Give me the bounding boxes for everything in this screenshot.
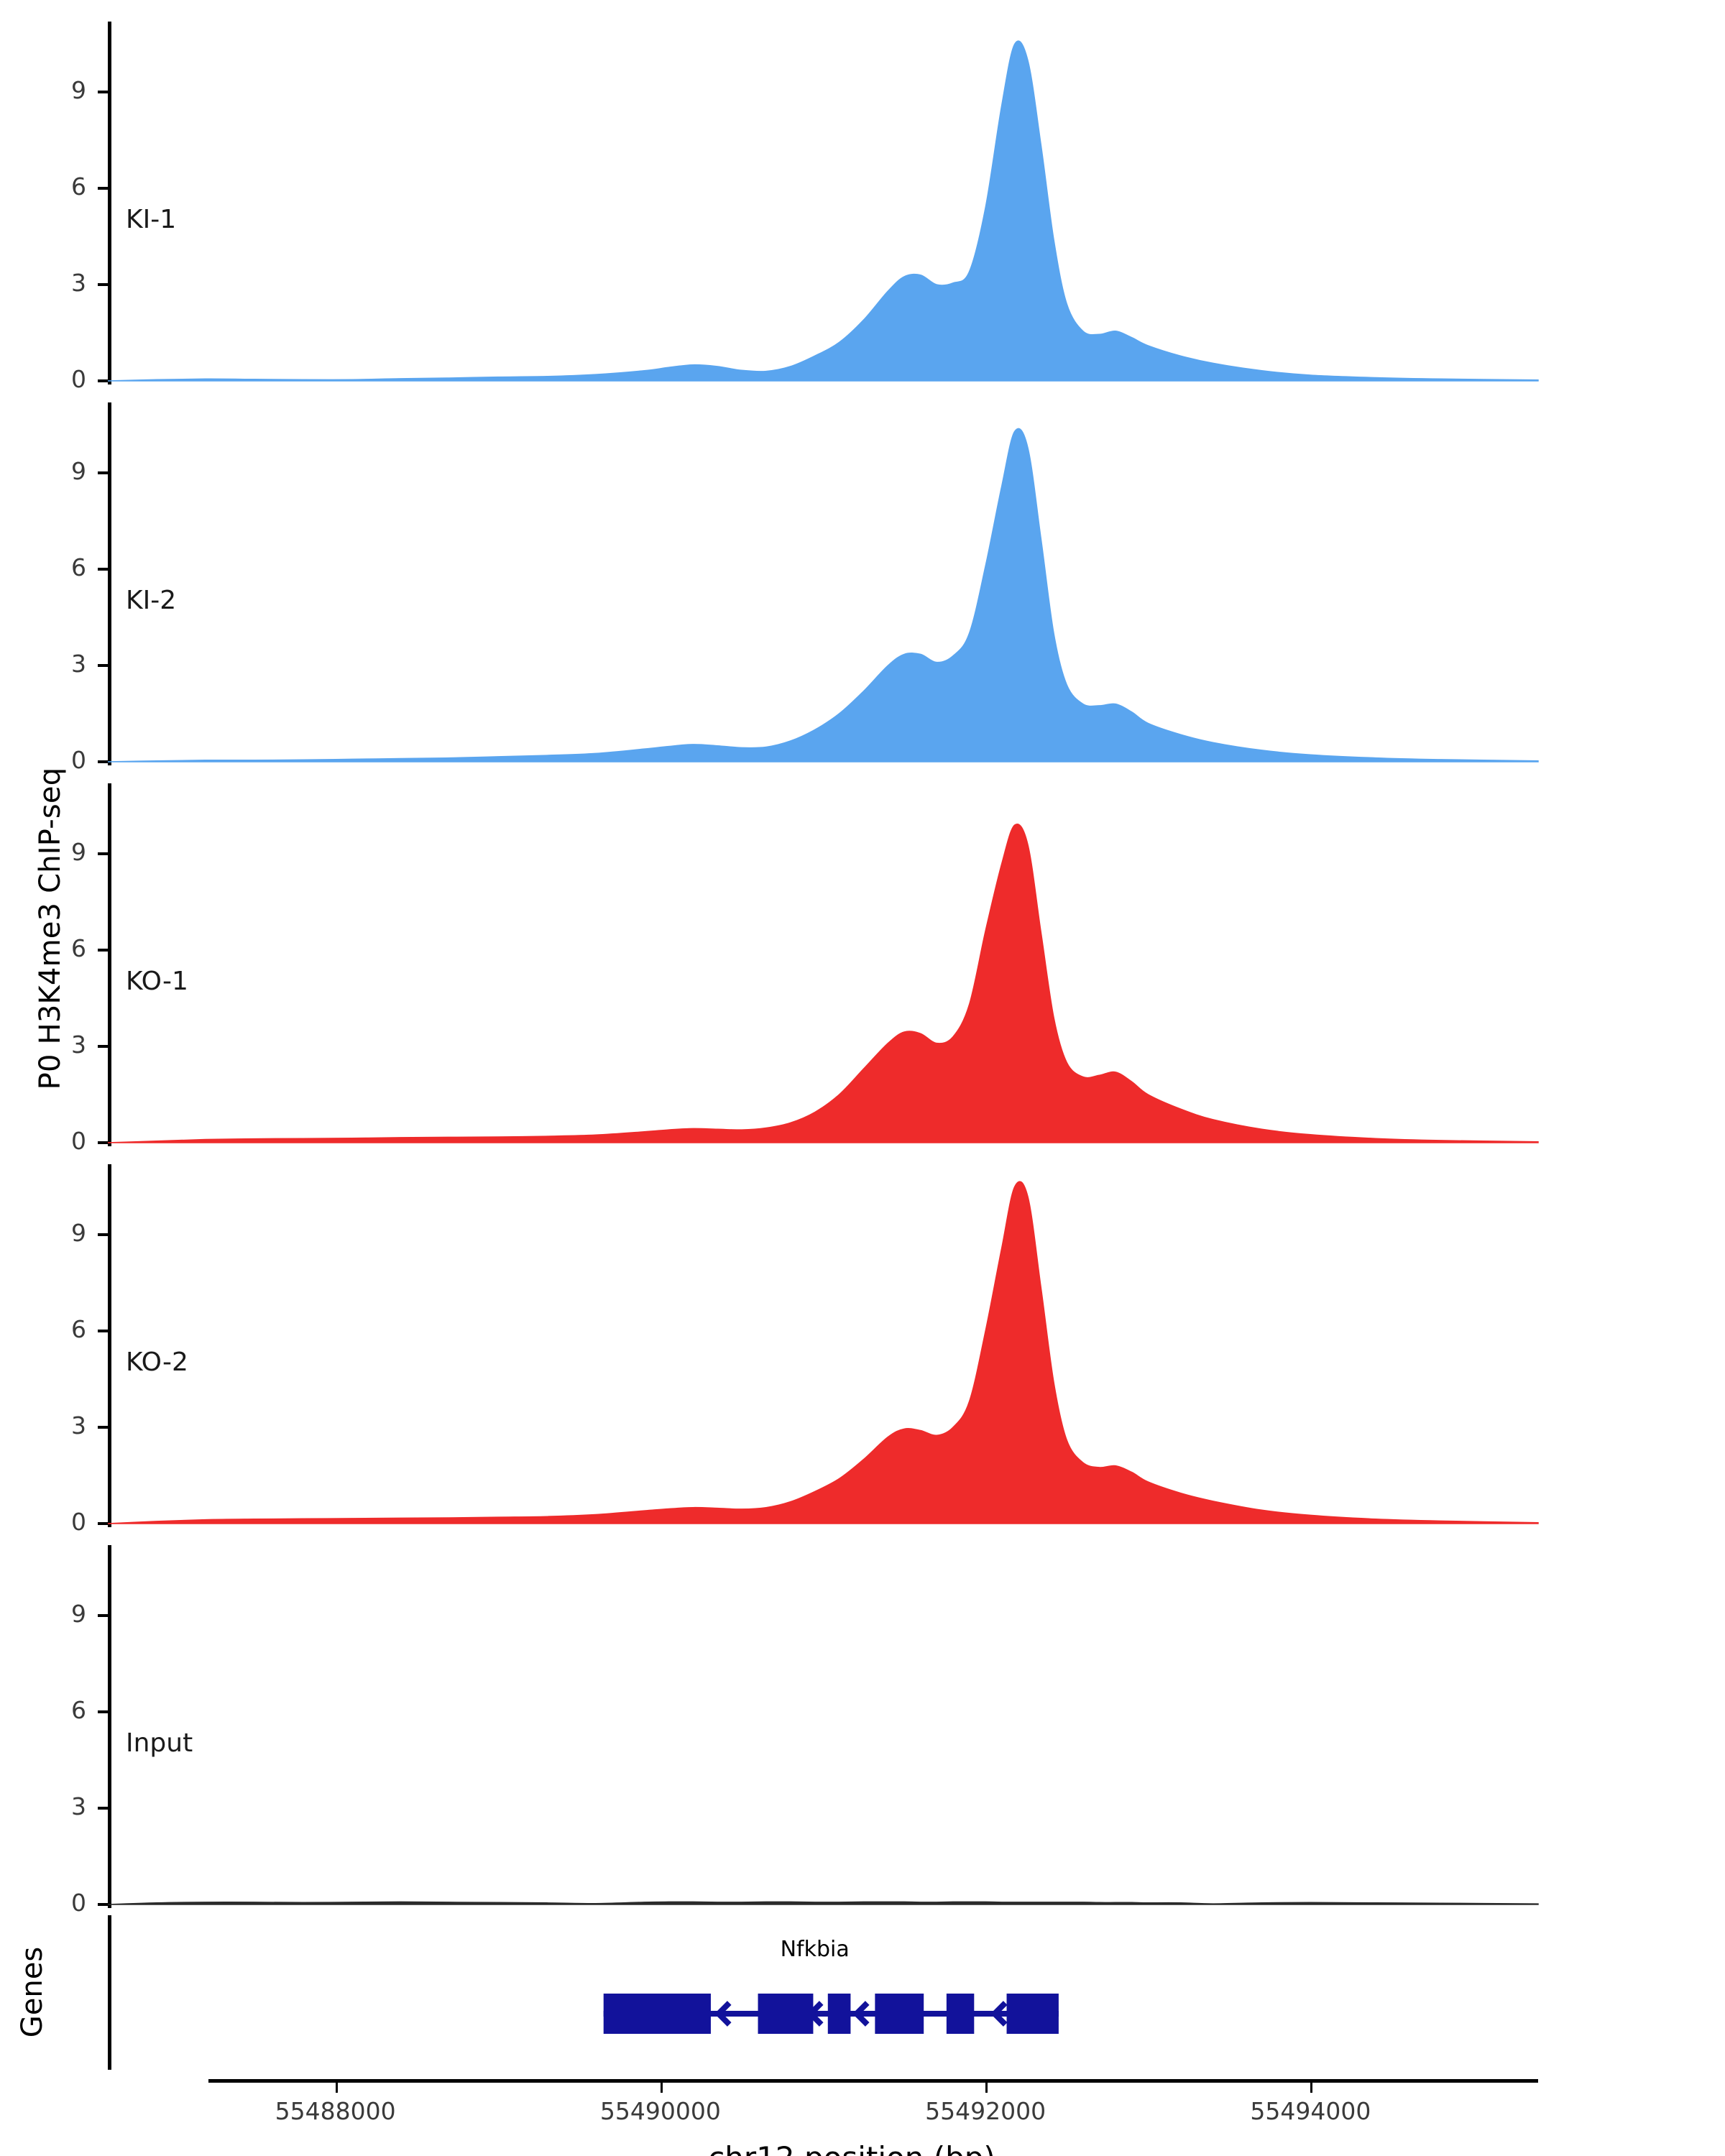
y-tick-label: 0: [71, 1508, 86, 1536]
strand-arrow: [852, 2001, 870, 2027]
y-tick: [98, 1141, 108, 1144]
x-tick-label: 55490000: [599, 2097, 721, 2125]
gene-model-nfkbia: [603, 1994, 1059, 2034]
gene-track-spine: [108, 1915, 111, 2070]
track-label-ko-1: KO-1: [126, 966, 188, 996]
coverage-path: [107, 1181, 1539, 1524]
y-axis-spine: [108, 22, 111, 384]
y-tick-label: 9: [71, 1600, 86, 1628]
x-tick: [985, 2083, 988, 2093]
y-tick-label: 0: [71, 1127, 86, 1155]
y-tick: [98, 568, 108, 571]
y-tick-label: 9: [71, 457, 86, 486]
signal-track-input: 0 3 6 9 Input: [0, 1545, 1725, 1917]
coverage-area-ko-1: [0, 783, 1725, 1146]
y-tick: [98, 1903, 108, 1906]
track-label-input: Input: [126, 1728, 193, 1758]
y-axis-spine: [108, 402, 111, 765]
strand-arrow: [990, 2001, 1008, 2027]
y-axis-spine: [108, 1545, 111, 1908]
y-tick: [98, 1330, 108, 1333]
gene-exon: [758, 1994, 814, 2034]
y-tick: [98, 949, 108, 952]
signal-track-ko-2: 0 3 6 9 KO-2: [0, 1164, 1725, 1536]
y-tick: [98, 852, 108, 856]
coverage-path: [107, 428, 1539, 763]
x-tick: [660, 2083, 663, 2093]
y-tick: [98, 471, 108, 475]
y-tick: [98, 664, 108, 668]
y-axis-spine: [108, 783, 111, 1146]
gene-exon: [946, 1994, 975, 2034]
y-tick-label: 3: [71, 1411, 86, 1440]
strand-arrow: [714, 2001, 732, 2027]
y-tick-label: 3: [71, 1031, 86, 1059]
y-tick-label: 3: [71, 1792, 86, 1821]
y-tick-label: 0: [71, 746, 86, 774]
coverage-area-ko-2: [0, 1164, 1725, 1527]
coverage-area-ki-2: [0, 402, 1725, 765]
y-tick-label: 6: [71, 934, 86, 963]
gene-label-nfkbia: Nfkbia: [780, 1937, 850, 1962]
track-label-ko-2: KO-2: [126, 1347, 188, 1377]
y-tick: [98, 1710, 108, 1714]
y-tick: [98, 1045, 108, 1049]
y-tick-label: 6: [71, 1696, 86, 1725]
coverage-svg: [107, 824, 1539, 1143]
y-tick-label: 3: [71, 269, 86, 298]
x-axis-line: [208, 2079, 1538, 2083]
y-tick: [98, 1614, 108, 1618]
coverage-svg: [107, 1901, 1539, 1905]
y-tick-label: 9: [71, 838, 86, 867]
y-tick: [98, 91, 108, 94]
coverage-area-ki-1: [0, 22, 1725, 384]
x-tick-label: 55492000: [925, 2097, 1046, 2125]
y-tick-label: 0: [71, 1889, 86, 1917]
x-tick: [1310, 2083, 1313, 2093]
signal-track-ko-1: 0 3 6 9 KO-1: [0, 783, 1725, 1155]
y-tick: [98, 1233, 108, 1237]
gene-exon: [603, 1994, 711, 2034]
coverage-area-input: [0, 1545, 1725, 1908]
track-label-ki-1: KI-1: [126, 204, 177, 234]
y-axis-spine: [108, 1164, 111, 1527]
y-tick: [98, 1426, 108, 1429]
y-tick: [98, 379, 108, 382]
y-tick-label: 6: [71, 172, 86, 201]
x-axis-label: chr12 position (bp): [708, 2140, 995, 2156]
gene-exon: [827, 1994, 851, 2034]
x-tick-label: 55488000: [275, 2097, 396, 2125]
gene-exon: [875, 1994, 924, 2034]
signal-track-ki-1: 0 3 6 9 KI-1: [0, 22, 1725, 393]
y-tick-label: 3: [71, 650, 86, 678]
x-tick-label: 55494000: [1250, 2097, 1371, 2125]
y-tick: [98, 187, 108, 190]
y-tick-label: 6: [71, 1315, 86, 1344]
y-tick-label: 9: [71, 1219, 86, 1248]
y-tick: [98, 1522, 108, 1525]
coverage-path: [107, 40, 1539, 382]
coverage-path: [107, 824, 1539, 1143]
coverage-svg: [107, 428, 1539, 763]
coverage-svg: [107, 40, 1539, 382]
signal-track-ki-2: 0 3 6 9 KI-2: [0, 402, 1725, 774]
coverage-svg: [107, 1181, 1539, 1524]
track-label-ki-2: KI-2: [126, 585, 177, 615]
y-tick: [98, 283, 108, 287]
y-tick: [98, 760, 108, 763]
x-tick: [335, 2083, 338, 2093]
y-tick-label: 0: [71, 365, 86, 393]
coverage-path: [107, 1901, 1539, 1905]
y-tick: [98, 1807, 108, 1810]
y-tick-label: 9: [71, 76, 86, 105]
y-tick-label: 6: [71, 553, 86, 582]
gene-exon: [1006, 1994, 1059, 2034]
